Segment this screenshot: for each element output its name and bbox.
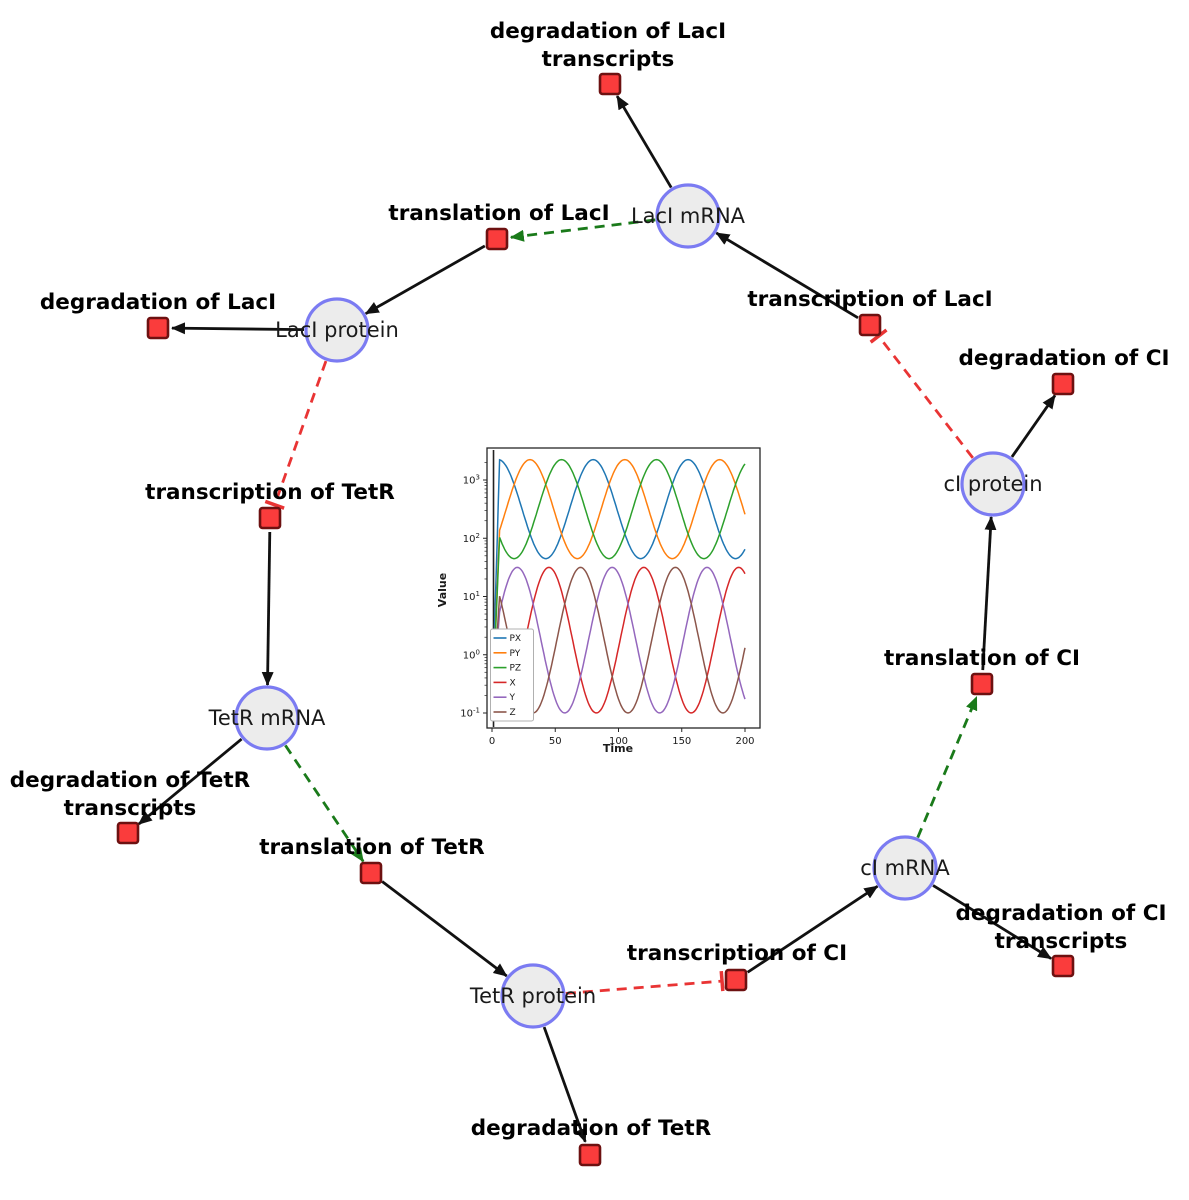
legend-label-Y: Y — [509, 693, 516, 703]
edge-reaction-tx_tetr-to-tetr_mrna — [261, 531, 274, 687]
reaction-label-tx_tetr: transcription of TetR — [145, 480, 395, 505]
legend-label-PY: PY — [510, 649, 521, 659]
series-line-PY — [491, 458, 746, 714]
legend-label-X: X — [510, 678, 516, 688]
legend-label-Z: Z — [510, 708, 516, 718]
reaction-label-deg_tetr: degradation of TetR — [471, 1116, 712, 1141]
x-tick-label: 150 — [672, 736, 691, 747]
reaction-node-transl_tetr[interactable] — [359, 861, 383, 885]
reaction-label-deg_ci_tx: degradation of CI transcripts — [956, 901, 1167, 954]
edge-reaction-tetr_protein-to-deg_tetr — [542, 1026, 587, 1143]
reaction-label-transl_laci: translation of LacI — [388, 201, 609, 226]
series-line-PZ — [491, 458, 746, 714]
species-label-ci_protein: cI protein — [943, 472, 1042, 496]
y-tick-label: 102 — [463, 532, 480, 545]
reaction-node-deg_ci[interactable] — [1051, 372, 1075, 396]
reaction-node-tx_laci[interactable] — [858, 313, 882, 337]
species-label-ci_mrna: cI mRNA — [860, 856, 950, 880]
reaction-label-deg_ci: degradation of CI — [959, 346, 1170, 371]
species-node-ci_mrna[interactable] — [872, 835, 938, 901]
network-nodes-layer — [116, 72, 1075, 1167]
inhibition-tbar-icon — [264, 499, 285, 510]
reaction-label-deg_laci: degradation of LacI — [40, 290, 276, 315]
species-label-tetr_protein: TetR protein — [469, 984, 596, 1008]
species-node-laci_mrna[interactable] — [655, 183, 721, 249]
edge-modifier-tetr_mrna-to-transl_tetr — [284, 744, 365, 863]
reaction-node-deg_laci_tx[interactable] — [598, 72, 622, 96]
reaction-label-deg_tetr_tx: degradation of TetR transcripts — [10, 768, 251, 821]
series-line-Z — [491, 566, 746, 714]
y-tick-label: 10-1 — [460, 707, 480, 720]
edge-reaction-ci_mrna-to-deg_ci_tx — [932, 884, 1052, 960]
x-tick-label: 50 — [549, 736, 562, 747]
edge-reaction-transl_laci-to-laci_protein — [364, 244, 486, 315]
reaction-label-tx_ci: transcription of CI — [627, 941, 847, 966]
reaction-node-tx_ci[interactable] — [724, 968, 748, 992]
edge-reaction-transl_tetr-to-tetr_protein — [381, 880, 508, 978]
network-edges-layer — [137, 95, 1057, 1143]
y-tick-label: 101 — [463, 590, 480, 603]
species-label-laci_protein: LacI protein — [275, 318, 399, 342]
edge-reaction-transl_ci-to-ci_protein — [981, 515, 997, 671]
reaction-node-tx_tetr[interactable] — [258, 506, 282, 530]
timecourse-chart: 0 50 100 150 200 103 102 101 100 10-1 PX PY PZ XYZ — [460, 447, 761, 747]
x-tick-label: 100 — [609, 736, 628, 747]
reaction-label-transl_tetr: translation of TetR — [259, 835, 485, 860]
y-tick-label: 103 — [463, 474, 480, 487]
edge-inhibition-tetr_protein-to-tx_ci — [565, 979, 723, 995]
reaction-node-transl_laci[interactable] — [485, 227, 509, 251]
reaction-label-deg_laci_tx: degradation of LacI transcripts — [490, 19, 726, 72]
edge-inhibition-ci_protein-to-tx_laci — [877, 335, 974, 459]
reaction-node-deg_ci_tx[interactable] — [1051, 954, 1075, 978]
chart-xlabel: Time — [603, 742, 633, 755]
species-node-laci_protein[interactable] — [304, 297, 370, 363]
legend-label-PZ: PZ — [510, 664, 522, 674]
edge-reaction-tetr_mrna-to-deg_tetr_tx — [137, 737, 243, 826]
edge-reaction-tx_ci-to-ci_mrna — [746, 885, 879, 974]
legend-label-PX: PX — [510, 634, 522, 644]
series-line-Y — [491, 566, 746, 714]
series-line-X — [491, 566, 746, 714]
reaction-node-deg_tetr[interactable] — [578, 1143, 602, 1167]
x-tick-label: 200 — [735, 736, 754, 747]
x-tick-label: 0 — [489, 736, 495, 747]
reaction-label-tx_laci: transcription of LacI — [747, 287, 992, 312]
edge-modifier-ci_mrna-to-transl_ci — [916, 695, 978, 839]
species-node-ci_protein[interactable] — [960, 451, 1026, 517]
network-labels-layer: LacI mRNA LacI protein TetR mRNA TetR prote… — [10, 19, 1170, 1141]
edge-modifier-laci_mrna-to-transl_laci — [509, 218, 656, 242]
chart-ylabel: Value — [436, 573, 449, 607]
edge-inhibition-laci_protein-to-tx_tetr — [273, 360, 328, 506]
series-line-PX — [491, 458, 746, 714]
y-tick-label: 100 — [463, 648, 480, 661]
edge-reaction-ci_protein-to-deg_ci — [1010, 394, 1057, 458]
edge-reaction-laci_protein-to-deg_laci — [170, 322, 305, 335]
species-node-tetr_protein[interactable] — [500, 963, 566, 1029]
reaction-label-transl_ci: translation of CI — [884, 646, 1080, 671]
edge-reaction-tx_laci-to-laci_mrna — [715, 231, 859, 320]
species-label-tetr_mrna: TetR mRNA — [208, 706, 326, 730]
inhibition-tbar-icon — [719, 970, 725, 992]
reaction-node-transl_ci[interactable] — [970, 672, 994, 696]
species-label-laci_mrna: LacI mRNA — [631, 204, 746, 228]
reaction-node-deg_tetr_tx[interactable] — [116, 821, 140, 845]
reaction-node-deg_laci[interactable] — [146, 316, 170, 340]
species-node-tetr_mrna[interactable] — [234, 685, 300, 751]
edge-reaction-laci_mrna-to-deg_laci_tx — [615, 95, 673, 189]
